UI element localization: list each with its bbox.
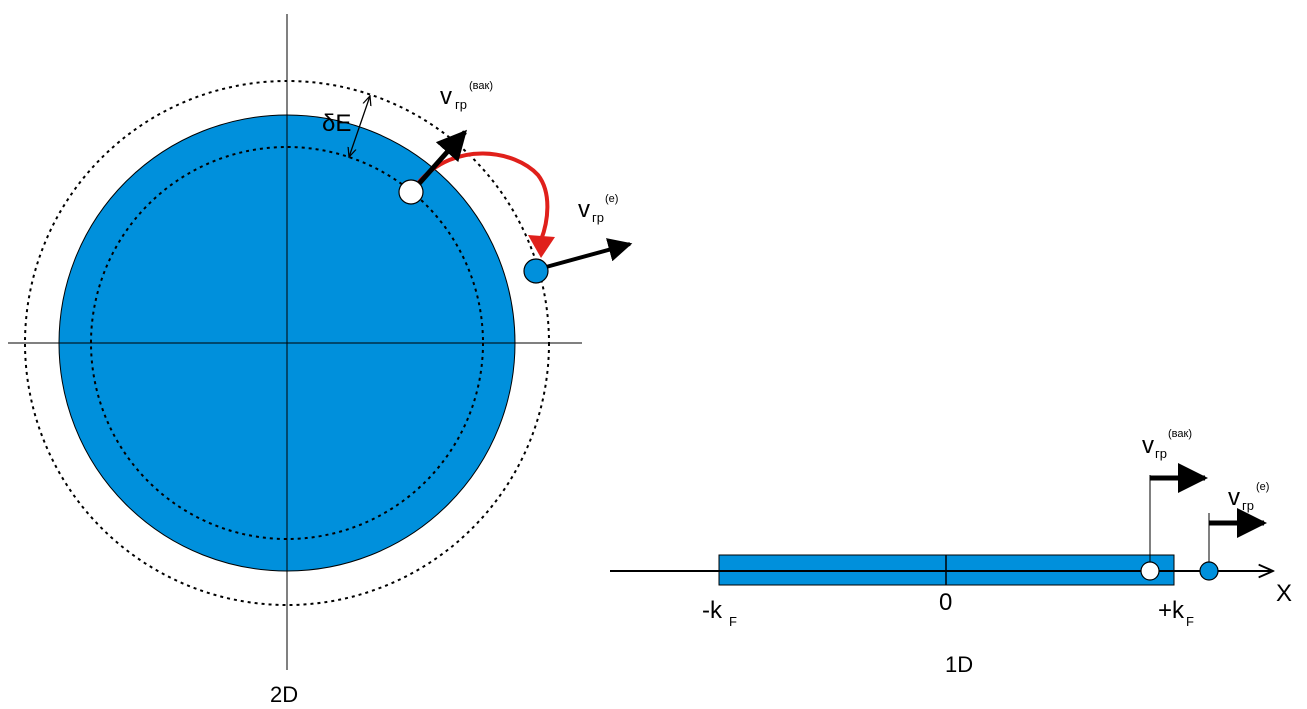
electron-state xyxy=(523,258,549,284)
panel-1d: v гр (вак) v гр (e) -k F 0 +k F X 1D xyxy=(610,428,1292,677)
minus-kf-label: -k F xyxy=(702,597,737,629)
caption-1d: 1D xyxy=(945,652,973,677)
svg-text:(e): (e) xyxy=(605,193,618,205)
hole-state xyxy=(398,179,424,205)
svg-text:гр: гр xyxy=(455,97,467,112)
e-velocity-label: v гр (e) xyxy=(578,193,618,225)
svg-text:v: v xyxy=(1228,484,1240,511)
e-velocity-label-1d: v гр (e) xyxy=(1228,481,1269,513)
svg-text:+k: +k xyxy=(1158,597,1185,624)
delta-e-arrow xyxy=(349,96,370,157)
hole-state-1d xyxy=(1140,561,1160,581)
svg-text:F: F xyxy=(729,614,737,629)
electron-state-1d xyxy=(1199,561,1219,581)
svg-text:гр: гр xyxy=(1242,498,1254,513)
svg-text:гр: гр xyxy=(592,210,604,225)
vac-velocity-label: v гр (вак) xyxy=(440,80,493,112)
svg-text:v: v xyxy=(440,83,452,110)
vac-velocity-label-1d: v гр (вак) xyxy=(1142,428,1192,461)
plus-kf-label: +k F xyxy=(1158,597,1194,629)
caption-2d: 2D xyxy=(270,682,298,707)
x-axis-label: X xyxy=(1276,580,1292,607)
panel-2d: δE v гр (вак) v гр (e) 2D xyxy=(8,14,633,707)
vac-velocity-arrow xyxy=(414,129,467,189)
outer-dotted-circle xyxy=(24,80,550,606)
svg-text:(вак): (вак) xyxy=(469,80,493,92)
svg-text:v: v xyxy=(578,196,590,223)
svg-text:v: v xyxy=(1142,432,1154,459)
svg-text:-k: -k xyxy=(702,597,723,624)
delta-e-label: δE xyxy=(322,110,351,137)
svg-text:(вак): (вак) xyxy=(1168,428,1192,440)
inner-dotted-circle xyxy=(90,146,484,540)
svg-text:(e): (e) xyxy=(1256,481,1269,493)
transition-arrowhead xyxy=(528,235,555,258)
svg-text:гр: гр xyxy=(1155,446,1167,461)
e-velocity-arrow xyxy=(545,238,633,269)
svg-text:F: F xyxy=(1186,614,1194,629)
origin-label: 0 xyxy=(939,589,952,616)
